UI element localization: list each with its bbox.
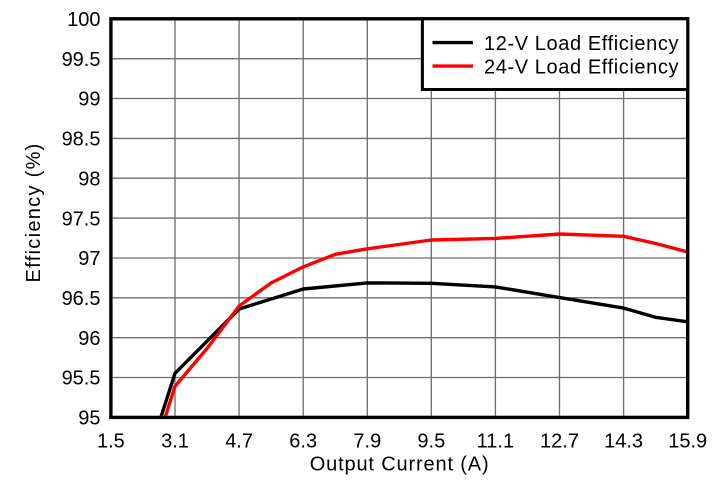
svg-text:1.5: 1.5 bbox=[97, 431, 125, 453]
svg-text:97.5: 97.5 bbox=[62, 208, 101, 230]
svg-text:Efficiency (%): Efficiency (%) bbox=[23, 142, 45, 282]
svg-text:11.1: 11.1 bbox=[477, 431, 514, 453]
svg-text:96.5: 96.5 bbox=[62, 288, 101, 310]
svg-text:4.7: 4.7 bbox=[225, 431, 253, 453]
svg-text:Output Current (A): Output Current (A) bbox=[310, 454, 490, 476]
svg-text:15.9: 15.9 bbox=[668, 431, 707, 453]
svg-text:3.1: 3.1 bbox=[161, 431, 189, 453]
svg-text:98.5: 98.5 bbox=[62, 129, 101, 151]
svg-text:98: 98 bbox=[78, 168, 100, 190]
svg-text:6.3: 6.3 bbox=[289, 431, 317, 453]
svg-text:9.5: 9.5 bbox=[417, 431, 445, 453]
svg-text:95.5: 95.5 bbox=[62, 368, 101, 390]
svg-text:97: 97 bbox=[78, 248, 100, 270]
svg-text:100: 100 bbox=[67, 9, 100, 31]
svg-text:99.5: 99.5 bbox=[62, 49, 101, 71]
svg-text:99: 99 bbox=[78, 89, 100, 111]
svg-text:14.3: 14.3 bbox=[604, 431, 643, 453]
svg-text:12-V Load Efficiency: 12-V Load Efficiency bbox=[484, 33, 679, 55]
svg-text:12.7: 12.7 bbox=[540, 431, 579, 453]
svg-text:24-V Load Efficiency: 24-V Load Efficiency bbox=[484, 56, 679, 78]
svg-text:7.9: 7.9 bbox=[353, 431, 381, 453]
svg-text:95: 95 bbox=[78, 408, 100, 430]
svg-text:96: 96 bbox=[78, 328, 100, 350]
